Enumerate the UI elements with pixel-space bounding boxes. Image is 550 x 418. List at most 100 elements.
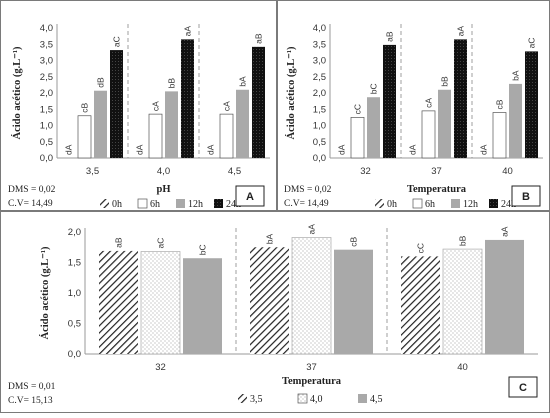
y-tick-label: 3,5 [313, 39, 326, 50]
data-label: dA [64, 144, 74, 155]
data-label: aB [254, 33, 264, 44]
y-tick-label: 0,5 [68, 319, 81, 330]
legend-swatch [451, 199, 460, 208]
data-label: aA [183, 26, 193, 37]
y-tick-label: 4,0 [313, 23, 326, 34]
cv-note: C.V= 14,49 [284, 199, 329, 209]
panel-letter: B [522, 191, 530, 203]
bar [181, 39, 194, 158]
panel-letter: C [519, 382, 527, 394]
bar [485, 239, 524, 354]
x-tick-label: 32 [360, 166, 371, 177]
y-tick-label: 0,5 [313, 137, 326, 148]
y-tick-label: 2,0 [40, 88, 53, 99]
data-label: cA [424, 98, 434, 108]
y-tick-label: 2,0 [313, 88, 326, 99]
legend-label: 12h [463, 199, 478, 210]
y-tick-label: 2,5 [40, 72, 53, 83]
x-tick-label: 40 [457, 362, 468, 373]
data-label: cC [353, 104, 363, 114]
y-tick-label: 0,5 [40, 137, 53, 148]
bar [509, 83, 522, 158]
y-axis-title: Ácido acético (g.L⁻¹) [11, 46, 23, 139]
legend-swatch [214, 199, 223, 208]
data-label: cB [80, 103, 90, 113]
bar [350, 117, 365, 159]
y-tick-label: 3,0 [40, 56, 53, 67]
y-tick-label: 2,0 [68, 227, 81, 238]
bar [236, 89, 249, 158]
bar [148, 113, 163, 159]
legend-swatch [489, 199, 498, 208]
data-label: bB [440, 76, 450, 87]
data-label: dA [337, 144, 347, 155]
bar [140, 251, 181, 355]
data-label: aC [156, 238, 166, 249]
legend-label: 6h [425, 199, 435, 210]
y-tick-label: 1,5 [313, 104, 326, 115]
y-tick-label: 3,0 [313, 56, 326, 67]
legend-swatch [412, 198, 423, 209]
panel-border [0, 0, 277, 211]
x-tick-label: 40 [502, 166, 513, 177]
y-axis-title: Ácido acético (g.L⁻¹) [39, 246, 51, 339]
legend-swatch [176, 199, 185, 208]
y-tick-label: 0,0 [313, 153, 326, 164]
bar [421, 110, 436, 159]
legend-label: 24h [501, 199, 516, 210]
data-label: dA [206, 144, 216, 155]
data-label: cC [416, 243, 426, 253]
bar [252, 46, 265, 158]
data-label: bB [458, 235, 468, 246]
data-label: aC [112, 36, 122, 47]
bar [94, 90, 107, 158]
bar [438, 89, 451, 158]
bar [183, 258, 222, 354]
bar [165, 91, 178, 158]
y-tick-label: 3,5 [40, 39, 53, 50]
data-label: bC [198, 244, 208, 255]
data-label: cA [222, 101, 232, 111]
cv-note: C.V= 14,49 [8, 199, 53, 209]
dms-note: DMS = 0,02 [284, 185, 332, 195]
x-axis-title: pH [156, 184, 170, 195]
data-label: dA [135, 144, 145, 155]
legend-swatch [297, 393, 308, 404]
data-label: dA [408, 144, 418, 155]
bar [219, 113, 234, 159]
data-label: aA [307, 224, 317, 235]
data-label: dA [479, 144, 489, 155]
data-label: aB [114, 237, 124, 248]
x-tick-label: 37 [306, 362, 317, 373]
legend-swatch [100, 199, 109, 208]
legend-label: 6h [150, 199, 160, 210]
panel-letter-box [235, 185, 265, 207]
y-tick-label: 1,0 [313, 121, 326, 132]
x-tick-label: 32 [155, 362, 166, 373]
bar [291, 237, 332, 355]
data-label: dB [96, 77, 106, 88]
y-tick-label: 1,5 [68, 258, 81, 269]
legend-label: 0h [387, 199, 397, 210]
legend-swatch [137, 198, 148, 209]
panel-letter-box [511, 185, 541, 207]
bar [454, 39, 467, 158]
bar [492, 112, 507, 159]
data-label: aB [385, 31, 395, 42]
bar [334, 249, 373, 354]
legend-label: 4,0 [310, 394, 323, 405]
bar [367, 97, 380, 158]
data-label: aC [527, 38, 537, 49]
data-label: cB [349, 236, 359, 246]
x-tick-label: 3,5 [86, 166, 99, 177]
legend-label: 3,5 [250, 394, 263, 405]
y-tick-label: 0,0 [68, 349, 81, 360]
data-label: bA [265, 234, 275, 245]
data-label: bB [167, 78, 177, 89]
panel-letter-box [508, 376, 538, 398]
y-axis-title: Ácido acético (g.L⁻¹) [285, 46, 297, 139]
bar [250, 247, 289, 354]
